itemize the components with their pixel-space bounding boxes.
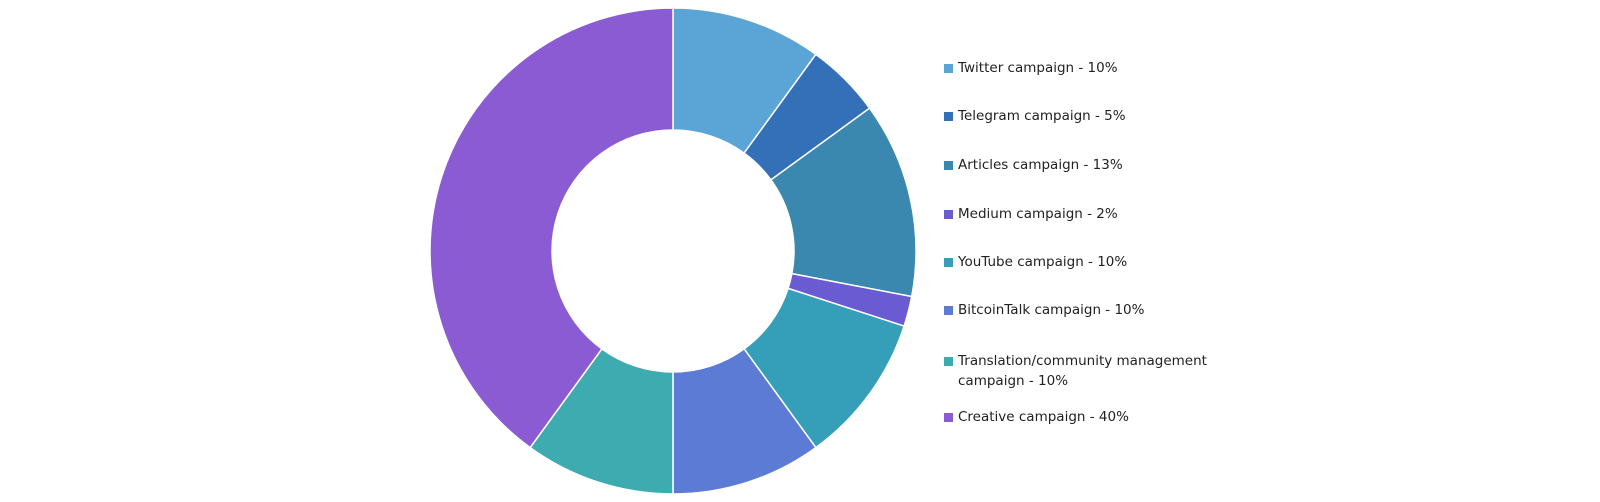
legend-item: Translation/community management campaig… (944, 351, 1228, 391)
legend-item: YouTube campaign - 10% (944, 252, 1228, 272)
legend-label: Twitter campaign - 10% (958, 60, 1118, 76)
legend-swatch (944, 112, 953, 121)
legend-item: Telegram campaign - 5% (944, 106, 1228, 126)
legend-item: BitcoinTalk campaign - 10% (944, 300, 1228, 320)
legend-item: Creative campaign - 40% (944, 407, 1228, 427)
legend-label: Creative campaign - 40% (958, 409, 1129, 425)
legend-swatch (944, 357, 953, 366)
donut-slice (769, 107, 917, 298)
legend-label: YouTube campaign - 10% (958, 254, 1128, 270)
legend-swatch (944, 210, 953, 219)
legend-label: Telegram campaign - 5% (958, 108, 1126, 124)
legend-item: Articles campaign - 13% (944, 155, 1228, 175)
legend-item: Twitter campaign - 10% (944, 58, 1228, 78)
legend-item: Medium campaign - 2% (944, 204, 1228, 224)
donut-slice (429, 7, 674, 449)
legend-label: BitcoinTalk campaign - 10% (958, 302, 1145, 318)
legend-label: Medium campaign - 2% (958, 206, 1118, 222)
legend-swatch (944, 413, 953, 422)
legend-swatch (944, 64, 953, 73)
donut-slices (429, 7, 917, 495)
legend-swatch (944, 161, 953, 170)
legend-label: Articles campaign - 13% (958, 157, 1123, 173)
legend-swatch (944, 306, 953, 315)
legend-swatch (944, 258, 953, 267)
legend-label: Translation/community management campaig… (958, 353, 1207, 389)
